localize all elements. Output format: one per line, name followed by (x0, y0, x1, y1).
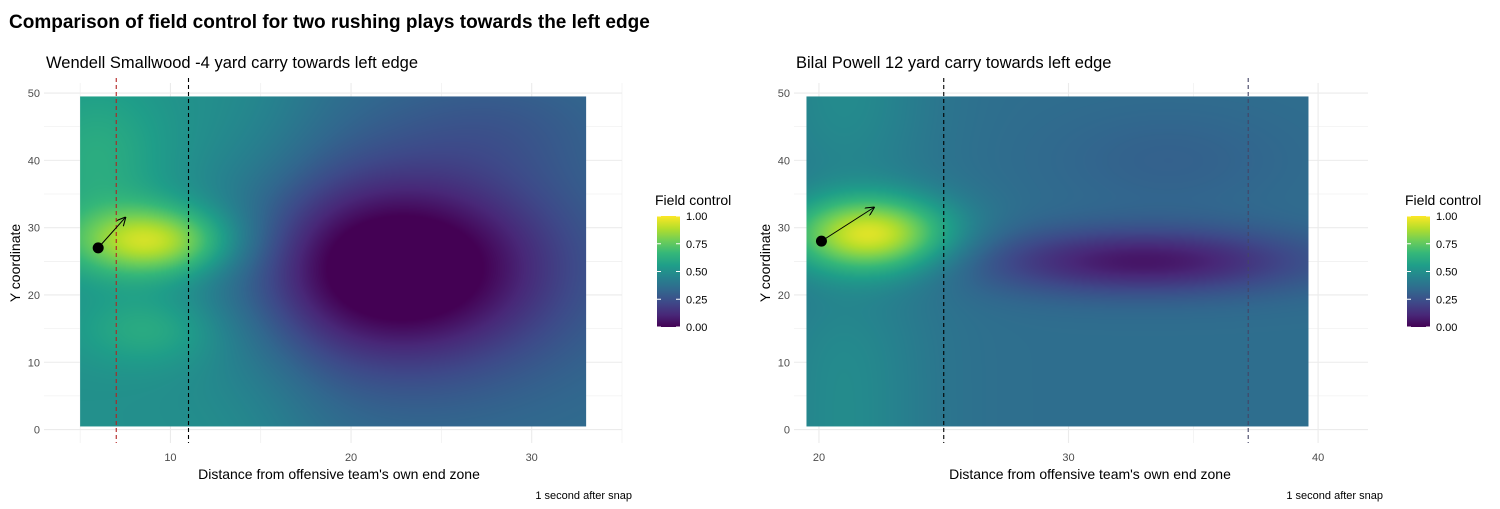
left-legend-colorbar (657, 216, 680, 327)
x-tick-label: 30 (1062, 452, 1074, 464)
left-y-axis-label: Y coordinate (7, 224, 23, 303)
right-chart-title: Bilal Powell 12 yard carry towards left … (796, 54, 1111, 72)
chart-panel-right: 20 30 40 0 10 20 30 40 50 Bilal Powell 12 yard ca… (757, 54, 1481, 502)
left-caption: 1 second after snap (535, 490, 632, 502)
y-tick-label: 0 (34, 425, 40, 437)
legend-tick-label: 0.50 (1436, 267, 1457, 279)
legend-tick-label: 0.50 (686, 267, 707, 279)
y-tick-label: 30 (778, 223, 790, 235)
legend-tick-label: 0.75 (1436, 239, 1457, 251)
right-legend-title: Field control (1405, 192, 1481, 208)
right-y-axis-label: Y coordinate (757, 224, 773, 303)
chart-panel-left: 10 20 30 0 10 20 30 40 50 Wendell Smallwood -4 ya… (7, 54, 731, 502)
y-tick-label: 10 (28, 357, 40, 369)
right-caption: 1 second after snap (1286, 490, 1383, 502)
y-tick-label: 40 (28, 155, 40, 167)
right-legend-colorbar (1407, 216, 1430, 327)
y-tick-label: 20 (778, 290, 790, 302)
left-legend-title: Field control (655, 192, 731, 208)
legend-tick-label: 0.00 (686, 322, 707, 334)
left-ball-carrier-point (92, 242, 104, 254)
right-carrier-direction-arrow (821, 207, 873, 242)
left-chart-title: Wendell Smallwood -4 yard carry towards … (46, 54, 418, 72)
x-tick-label: 10 (164, 452, 176, 464)
legend-tick-label: 0.75 (686, 239, 707, 251)
x-tick-label: 40 (1312, 452, 1324, 464)
y-tick-label: 50 (28, 88, 40, 100)
legend-tick-label: 0.00 (1436, 322, 1457, 334)
y-tick-label: 30 (28, 223, 40, 235)
right-ball-carrier-point (815, 235, 827, 247)
legend-tick-label: 1.00 (1436, 211, 1457, 223)
legend-tick-label: 0.25 (686, 294, 707, 306)
legend-tick-label: 0.25 (1436, 294, 1457, 306)
legend-tick-label: 1.00 (686, 211, 707, 223)
x-tick-label: 20 (345, 452, 357, 464)
y-tick-label: 20 (28, 290, 40, 302)
y-tick-label: 40 (778, 155, 790, 167)
left-field-control-heatmap (80, 96, 587, 427)
x-tick-label: 20 (813, 452, 825, 464)
right-x-axis-label: Distance from offensive team's own end z… (949, 466, 1231, 482)
y-tick-label: 10 (778, 357, 790, 369)
left-carrier-direction-arrow (97, 218, 125, 249)
x-tick-label: 30 (526, 452, 538, 464)
y-tick-label: 50 (778, 88, 790, 100)
y-tick-label: 0 (784, 425, 790, 437)
right-field-control-heatmap (806, 96, 1309, 427)
main-title: Comparison of field control for two rush… (9, 12, 650, 33)
left-x-axis-label: Distance from offensive team's own end z… (198, 466, 480, 482)
